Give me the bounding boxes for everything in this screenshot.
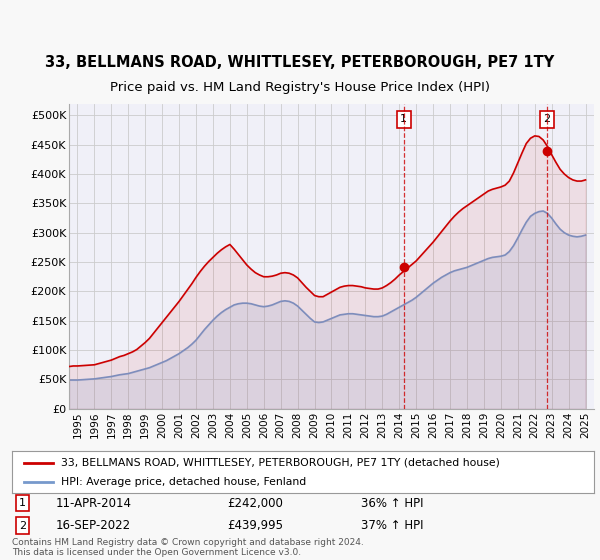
- Text: 1: 1: [400, 114, 407, 124]
- Text: 1: 1: [19, 498, 26, 508]
- Text: 33, BELLMANS ROAD, WHITTLESEY, PETERBOROUGH, PE7 1TY: 33, BELLMANS ROAD, WHITTLESEY, PETERBORO…: [46, 55, 554, 70]
- Text: 2: 2: [19, 521, 26, 530]
- Text: 37% ↑ HPI: 37% ↑ HPI: [361, 519, 424, 532]
- Text: 16-SEP-2022: 16-SEP-2022: [56, 519, 131, 532]
- Text: 36% ↑ HPI: 36% ↑ HPI: [361, 497, 424, 510]
- Text: 33, BELLMANS ROAD, WHITTLESEY, PETERBOROUGH, PE7 1TY (detached house): 33, BELLMANS ROAD, WHITTLESEY, PETERBORO…: [61, 458, 500, 468]
- Text: HPI: Average price, detached house, Fenland: HPI: Average price, detached house, Fenl…: [61, 477, 307, 487]
- Text: 11-APR-2014: 11-APR-2014: [56, 497, 131, 510]
- Text: £242,000: £242,000: [227, 497, 283, 510]
- Text: Contains HM Land Registry data © Crown copyright and database right 2024.
This d: Contains HM Land Registry data © Crown c…: [12, 538, 364, 557]
- Text: 2: 2: [543, 114, 550, 124]
- Text: Price paid vs. HM Land Registry's House Price Index (HPI): Price paid vs. HM Land Registry's House …: [110, 81, 490, 94]
- Text: £439,995: £439,995: [227, 519, 283, 532]
